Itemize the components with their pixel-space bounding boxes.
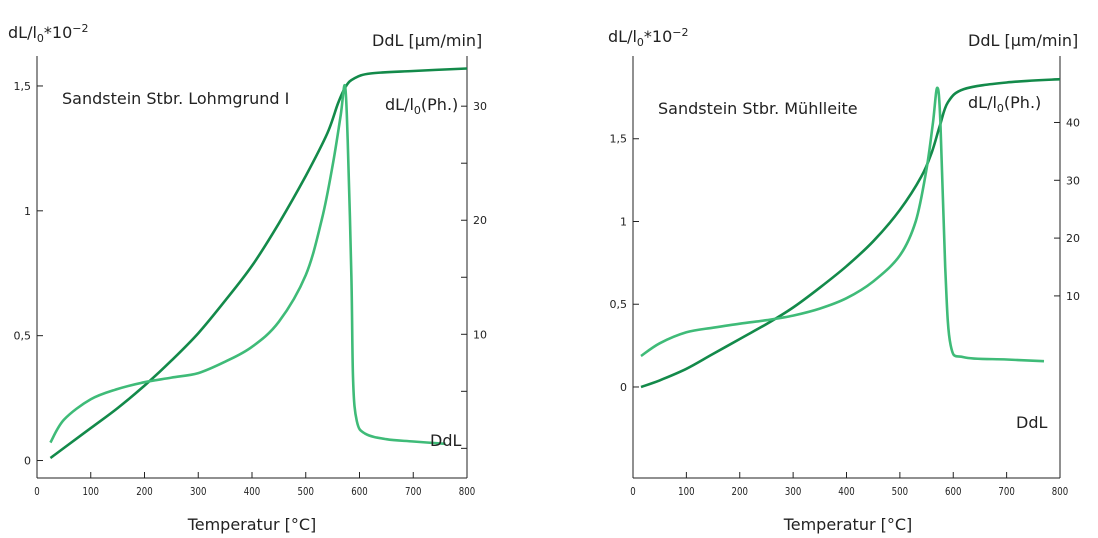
series-annotation-ddl: DdL (1016, 413, 1047, 432)
x-tick-label: 800 (459, 486, 475, 498)
y-right-tick-label: 20 (473, 214, 487, 227)
y-right-tick-label: 30 (1066, 174, 1080, 187)
series-annotation-dilatation: dL/l0(Ph.) (385, 95, 458, 117)
y-right-tick-label: 10 (1066, 290, 1080, 303)
left-axis-label: dL/l0*10−2 (608, 26, 688, 49)
x-tick-label: 300 (785, 486, 801, 498)
x-tick-label: 0 (34, 486, 39, 498)
y-left-tick-label: 1 (620, 215, 627, 228)
x-tick-label: 200 (136, 486, 152, 498)
y-left-tick-label: 0,5 (610, 298, 628, 311)
x-tick-label: 100 (678, 486, 694, 498)
x-tick-label: 800 (1052, 486, 1068, 498)
x-tick-label: 600 (351, 486, 367, 498)
series-line-dilatation (50, 69, 467, 459)
series-line-ddl (50, 85, 445, 444)
series-annotation-ddl: DdL (430, 431, 461, 450)
right-axis-label: DdL [µm/min] (372, 31, 482, 50)
right-axis-label: DdL [µm/min] (968, 31, 1078, 50)
series-line-ddl (641, 88, 1044, 361)
x-tick-label: 200 (732, 486, 748, 498)
y-left-tick-label: 0 (24, 455, 31, 468)
y-right-tick-label: 30 (473, 100, 487, 113)
x-tick-label: 600 (945, 486, 961, 498)
chart-panel-lohmgrund: 0 100 200 300 400 500 600 700 800 0 0,5 1 1,5 10 20 30 d… (8, 22, 487, 534)
x-tick-label: 100 (83, 486, 99, 498)
x-tick-label: 0 (630, 486, 635, 498)
y-left-tick-label: 1 (24, 205, 31, 218)
chart-panel-muehlleite: 0 100 200 300 400 500 600 700 800 0 0,5 1 1,5 10 20 30 4… (608, 26, 1080, 534)
x-tick-label: 400 (244, 486, 260, 498)
x-tick-label: 500 (892, 486, 908, 498)
series-line-dilatation (641, 79, 1060, 387)
x-tick-label: 400 (838, 486, 854, 498)
y-right-tick-label: 10 (473, 328, 487, 341)
y-left-tick-label: 0,5 (14, 330, 32, 343)
y-left-tick-label: 0 (620, 381, 627, 394)
x-axis-label: Temperatur [°C] (187, 515, 317, 534)
x-tick-label: 500 (298, 486, 314, 498)
chart-title: Sandstein Stbr. Mühlleite (658, 99, 858, 118)
x-axis-label: Temperatur [°C] (783, 515, 913, 534)
left-axis-label: dL/l0*10−2 (8, 22, 88, 45)
y-left-tick-label: 1,5 (610, 133, 628, 146)
y-left-tick-label: 1,5 (14, 80, 32, 93)
x-tick-label: 700 (405, 486, 421, 498)
y-right-tick-label: 40 (1066, 116, 1080, 129)
series-annotation-dilatation: dL/l0(Ph.) (968, 93, 1041, 115)
x-tick-label: 300 (190, 486, 206, 498)
x-tick-label: 700 (998, 486, 1014, 498)
chart-title: Sandstein Stbr. Lohmgrund I (62, 89, 289, 108)
y-right-tick-label: 20 (1066, 232, 1080, 245)
